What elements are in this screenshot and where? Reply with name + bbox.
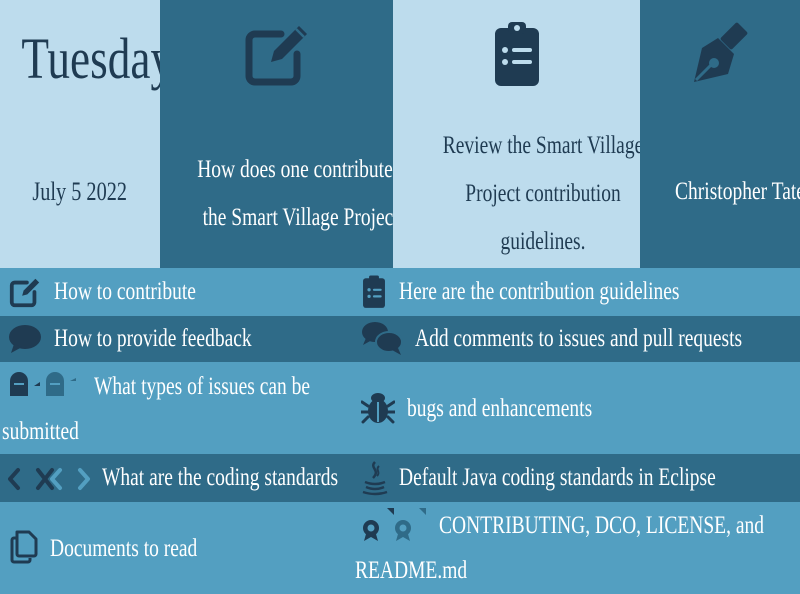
bug-icon	[361, 390, 395, 424]
day-title: Tuesday	[21, 26, 174, 91]
row-right-text-cont: README.md	[355, 557, 468, 584]
header-day-cell: Tuesday July 5 2022	[0, 0, 174, 268]
edit-icon	[8, 275, 42, 309]
row-left-text: Documents to read	[50, 535, 198, 562]
header-person-cell: Christopher Tate	[640, 0, 800, 268]
row-left-text: How to provide feedback	[54, 325, 252, 352]
row-left-text: What are the coding standards	[102, 464, 339, 491]
row-right-text: bugs and enhancements	[407, 395, 593, 422]
row-right-text: Default Java coding standards in Eclipse	[399, 464, 716, 491]
fountain-pen-icon	[684, 18, 756, 90]
award-icon	[361, 506, 435, 542]
header-task-cell: Review the Smart Village Project contrib…	[393, 0, 644, 268]
row-left-text: What types of issues can be	[94, 373, 311, 400]
copy-icon	[10, 530, 38, 564]
date-label: July 5 2022	[32, 177, 128, 206]
edit-icon	[241, 18, 313, 90]
row-left-text: How to contribute	[54, 278, 196, 305]
clipboard-list-icon	[481, 18, 553, 90]
header: Tuesday July 5 2022 How does one contrib…	[0, 0, 800, 268]
comment-icon	[8, 324, 42, 354]
table-row: How to contribute Here are the contribut…	[0, 268, 800, 316]
comments-icon	[361, 320, 403, 356]
tombstone-icon	[8, 372, 78, 398]
clipboard-list-icon	[361, 275, 387, 309]
question-text: How does one contribute to the Smart Vil…	[197, 156, 413, 231]
java-icon	[361, 460, 389, 496]
row-right-text: Here are the contribution guidelines	[399, 278, 680, 305]
row-left-text-cont: submitted	[2, 418, 79, 445]
row-right-text: Add comments to issues and pull requests	[415, 325, 743, 352]
table-row: Documents to read CONTRIBUTING, DCO, LIC…	[0, 502, 800, 594]
task-text: Review the Smart Village Project contrib…	[442, 132, 644, 255]
table-row: How to provide feedback Add comments to …	[0, 316, 800, 362]
header-question-cell: How does one contribute to the Smart Vil…	[160, 0, 413, 268]
table-row: What are the coding standards Default Ja…	[0, 454, 800, 502]
person-name: Christopher Tate	[675, 178, 800, 205]
code-icon	[6, 466, 92, 492]
row-right-text: CONTRIBUTING, DCO, LICENSE, and	[439, 512, 764, 539]
table-row: What types of issues can be submitted bu…	[0, 362, 800, 454]
